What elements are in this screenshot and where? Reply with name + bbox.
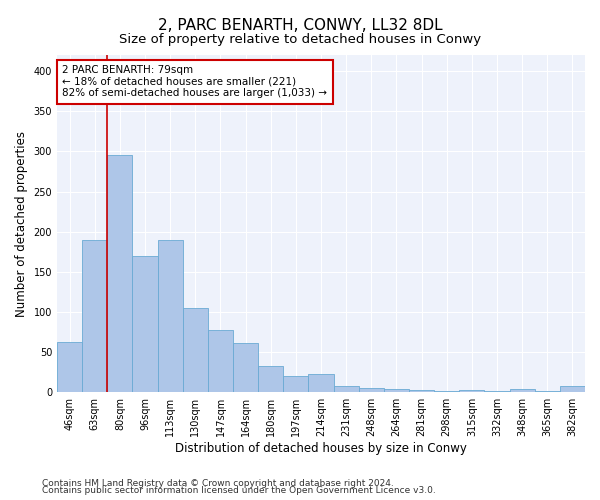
Text: Contains HM Land Registry data © Crown copyright and database right 2024.: Contains HM Land Registry data © Crown c… [42, 478, 394, 488]
Bar [82, 240, 107, 392]
Bar [359, 388, 384, 392]
Bar [409, 390, 434, 392]
Bar [208, 330, 233, 392]
Bar [158, 240, 183, 392]
X-axis label: Distribution of detached houses by size in Conwy: Distribution of detached houses by size … [175, 442, 467, 455]
Bar [535, 390, 560, 392]
Bar [384, 389, 409, 392]
Bar [560, 386, 585, 392]
Text: 2, PARC BENARTH, CONWY, LL32 8DL: 2, PARC BENARTH, CONWY, LL32 8DL [158, 18, 442, 32]
Bar [434, 390, 459, 392]
Bar [459, 390, 484, 392]
Bar [484, 390, 509, 392]
Bar [107, 156, 133, 392]
Bar [509, 389, 535, 392]
Text: Contains public sector information licensed under the Open Government Licence v3: Contains public sector information licen… [42, 486, 436, 495]
Y-axis label: Number of detached properties: Number of detached properties [15, 130, 28, 316]
Text: Size of property relative to detached houses in Conwy: Size of property relative to detached ho… [119, 32, 481, 46]
Bar [308, 374, 334, 392]
Text: 2 PARC BENARTH: 79sqm
← 18% of detached houses are smaller (221)
82% of semi-det: 2 PARC BENARTH: 79sqm ← 18% of detached … [62, 65, 328, 98]
Bar [133, 256, 158, 392]
Bar [334, 386, 359, 392]
Bar [183, 308, 208, 392]
Bar [258, 366, 283, 392]
Bar [233, 342, 258, 392]
Bar [57, 342, 82, 392]
Bar [283, 376, 308, 392]
